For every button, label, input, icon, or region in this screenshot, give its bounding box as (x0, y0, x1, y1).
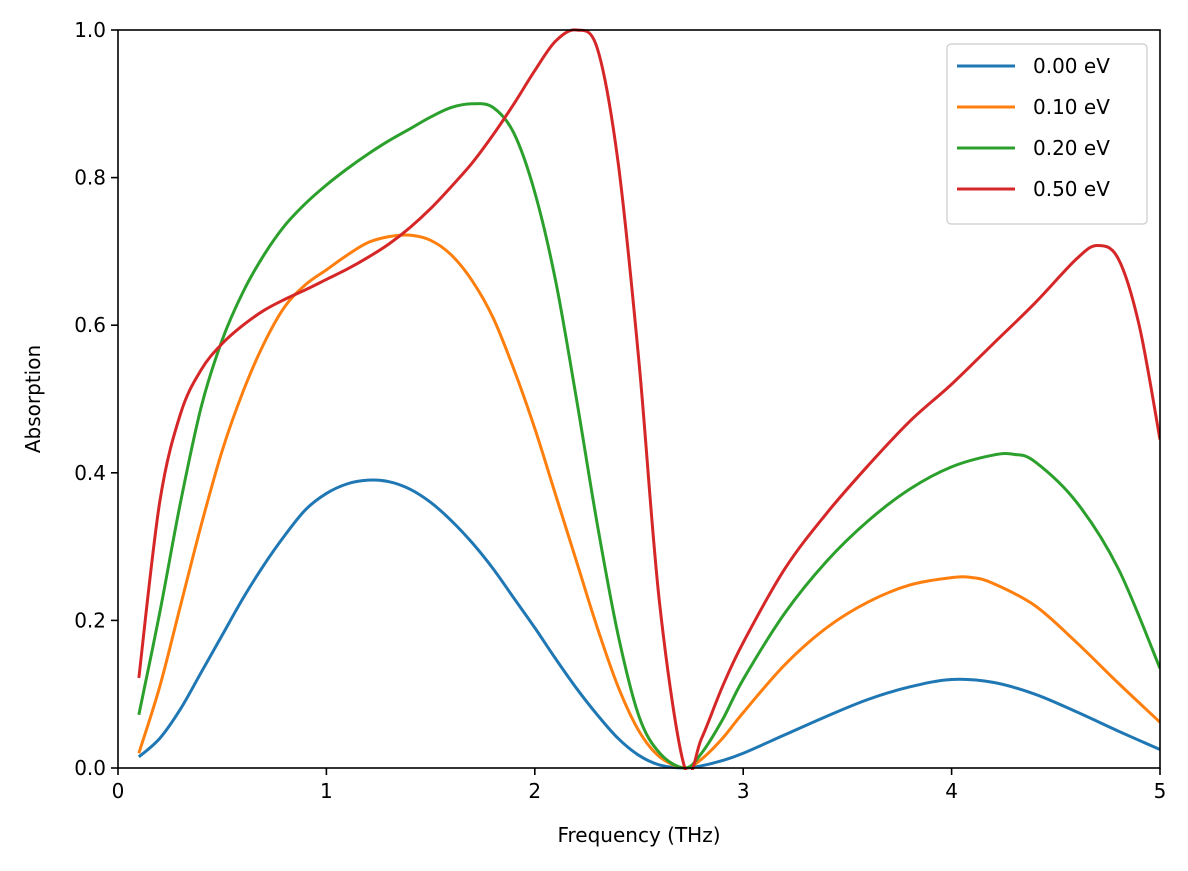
y-tick-label: 1.0 (74, 18, 106, 42)
series-line-2 (137, 102, 1160, 770)
y-tick-label: 0.0 (74, 756, 106, 780)
series-line-0 (137, 478, 1160, 770)
x-tick-label: 3 (737, 779, 750, 803)
x-tick-label: 4 (945, 779, 958, 803)
legend: 0.00 eV 0.10 eV 0.20 eV 0.50 eV (946, 43, 1148, 225)
series-lines (137, 28, 1160, 770)
x-tick-label: 2 (528, 779, 541, 803)
legend-entry-label: 0.20 eV (1033, 136, 1110, 160)
series-line-3 (137, 28, 1160, 770)
x-tick-label: 1 (320, 779, 333, 803)
x-tick-label: 5 (1154, 779, 1167, 803)
legend-entry-label: 0.00 eV (1033, 54, 1110, 78)
legend-entry-label: 0.10 eV (1033, 95, 1110, 119)
y-tick-label: 0.4 (74, 461, 106, 485)
y-axis-label: Absorption (21, 345, 45, 453)
legend-box (946, 43, 1148, 225)
y-tick-label: 0.8 (74, 166, 106, 190)
y-tick-label: 0.2 (74, 608, 106, 632)
x-axis-ticks: 0 1 2 3 4 5 (112, 768, 1167, 803)
plot-frame (117, 29, 1161, 769)
x-axis-label: Frequency (THz) (557, 823, 720, 847)
series-line-1 (137, 233, 1160, 770)
legend-entry-label: 0.50 eV (1033, 177, 1110, 201)
y-axis-ticks: 0.0 0.2 0.4 0.6 0.8 1.0 (74, 18, 118, 780)
x-tick-label: 0 (112, 779, 125, 803)
y-tick-label: 0.6 (74, 313, 106, 337)
